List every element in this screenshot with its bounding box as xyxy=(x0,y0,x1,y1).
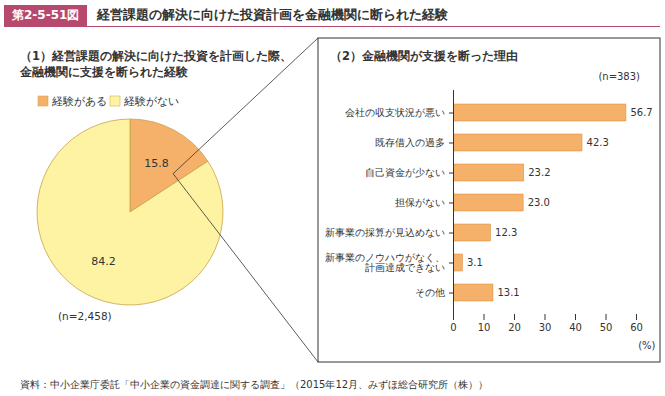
svg-text:（2）金融機関が支援を断った理由: （2）金融機関が支援を断った理由 xyxy=(330,49,518,63)
svg-text:(n=383): (n=383) xyxy=(598,71,640,82)
svg-text:23.0: 23.0 xyxy=(528,197,550,208)
svg-text:15.8: 15.8 xyxy=(144,157,169,170)
svg-text:(%): (%) xyxy=(638,340,655,351)
svg-text:42.3: 42.3 xyxy=(587,137,609,148)
svg-text:56.7: 56.7 xyxy=(630,107,652,118)
svg-text:新事業のノウハウがなく、計画達成できない: 新事業のノウハウがなく、計画達成できない xyxy=(325,252,445,273)
svg-text:60: 60 xyxy=(630,322,643,333)
html-text:経営課題の解決に向けた投資計画を金融機関に断られた経験: 経営課題の解決に向けた投資計画を金融機関に断られた経験 xyxy=(97,7,449,22)
svg-text:経験がある: 経験がある xyxy=(51,95,107,107)
html-text:第2-5-51図: 第2-5-51図 xyxy=(12,7,80,22)
svg-text:12.3: 12.3 xyxy=(495,227,517,238)
svg-text:84.2: 84.2 xyxy=(91,255,116,268)
svg-text:40: 40 xyxy=(569,322,582,333)
svg-text:10: 10 xyxy=(478,322,491,333)
svg-text:既存借入の過多: 既存借入の過多 xyxy=(375,137,445,148)
html-text:資料：中小企業庁委託「中小企業の資金調達に関する調査」（20: 資料：中小企業庁委託「中小企業の資金調達に関する調査」（2015年12月、みずほ… xyxy=(20,379,489,390)
svg-text:50: 50 xyxy=(600,322,613,333)
svg-text:30: 30 xyxy=(539,322,552,333)
svg-text:0: 0 xyxy=(450,322,456,333)
svg-text:経験がない: 経験がない xyxy=(123,95,179,107)
svg-text:3.1: 3.1 xyxy=(467,257,483,268)
svg-text:新事業の採算が見込めない: 新事業の採算が見込めない xyxy=(325,227,445,238)
svg-text:13.1: 13.1 xyxy=(497,287,519,298)
svg-text:担保がない: 担保がない xyxy=(395,197,445,208)
svg-text:20: 20 xyxy=(508,322,521,333)
svg-text:会社の収支状況が悪い: 会社の収支状況が悪い xyxy=(345,107,445,118)
svg-text:金融機関に支援を断られた経験: 金融機関に支援を断られた経験 xyxy=(19,65,189,79)
svg-text:その他: その他 xyxy=(415,287,445,298)
svg-text:自己資金が少ない: 自己資金が少ない xyxy=(365,167,445,178)
svg-text:（1）経営課題の解決に向けた投資を計画した際、: （1）経営課題の解決に向けた投資を計画した際、 xyxy=(20,49,292,63)
svg-text:(n=2,458): (n=2,458) xyxy=(58,310,112,322)
svg-text:23.2: 23.2 xyxy=(528,167,550,178)
